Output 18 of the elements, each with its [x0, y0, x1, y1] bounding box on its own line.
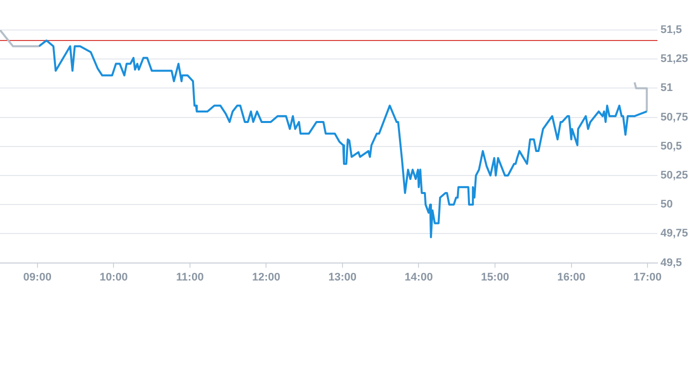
y-tick-label: 50,25	[660, 170, 688, 182]
y-tick-label: 49,75	[660, 228, 688, 240]
y-tick-label: 49,5	[660, 256, 682, 269]
y-tick-label: 50,5	[660, 140, 682, 152]
x-tick-label: 14:00	[404, 271, 433, 284]
y-tick-label: 50	[660, 198, 673, 211]
x-tick-label: 13:00	[328, 271, 357, 284]
x-tick-label: 09:00	[23, 271, 52, 284]
x-tick-label: 12:00	[252, 271, 280, 284]
y-tick-label: 51	[660, 82, 673, 94]
x-tick-label: 11:00	[176, 271, 204, 284]
x-tick-label: 17:00	[633, 271, 662, 284]
x-tick-label: 10:00	[100, 271, 128, 284]
y-tick-label: 51,5	[660, 24, 682, 36]
x-tick-label: 15:00	[480, 271, 510, 284]
x-tick-label: 16:00	[557, 271, 586, 284]
y-tick-label: 50,75	[660, 111, 688, 124]
y-tick-label: 51,25	[660, 53, 688, 66]
